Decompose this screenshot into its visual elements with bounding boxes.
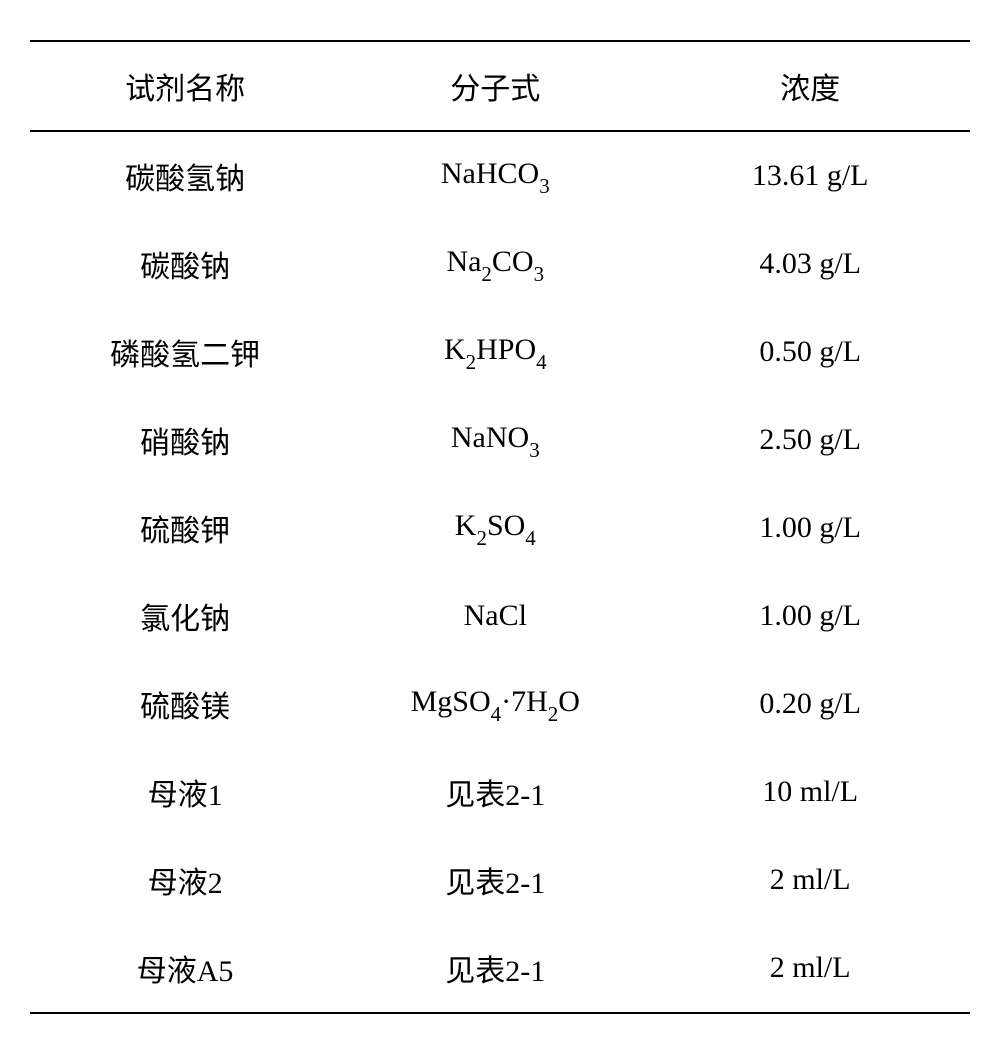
cell-concentration: 10 ml/L [650, 748, 970, 836]
table-header-row: 试剂名称 分子式 浓度 [30, 41, 970, 131]
cell-formula: NaCl [340, 572, 650, 660]
table-row: 母液2见表2-12 ml/L [30, 836, 970, 924]
table-row: 硝酸钠NaNO32.50 g/L [30, 396, 970, 484]
cell-concentration: 0.20 g/L [650, 660, 970, 748]
cell-concentration: 2.50 g/L [650, 396, 970, 484]
header-formula: 分子式 [340, 41, 650, 131]
cell-concentration: 4.03 g/L [650, 220, 970, 308]
cell-formula: NaHCO3 [340, 131, 650, 220]
cell-name: 硫酸镁 [30, 660, 340, 748]
table-row: 硫酸钾K2SO41.00 g/L [30, 484, 970, 572]
cell-concentration: 1.00 g/L [650, 572, 970, 660]
table-row: 硫酸镁MgSO4·7H2O0.20 g/L [30, 660, 970, 748]
cell-formula: MgSO4·7H2O [340, 660, 650, 748]
cell-formula: NaNO3 [340, 396, 650, 484]
cell-formula: 见表2-1 [340, 836, 650, 924]
cell-formula: 见表2-1 [340, 924, 650, 1013]
cell-name: 硫酸钾 [30, 484, 340, 572]
cell-concentration: 1.00 g/L [650, 484, 970, 572]
table-row: 氯化钠NaCl1.00 g/L [30, 572, 970, 660]
cell-concentration: 2 ml/L [650, 924, 970, 1013]
cell-formula: K2HPO4 [340, 308, 650, 396]
cell-formula: 见表2-1 [340, 748, 650, 836]
table-row: 母液1见表2-110 ml/L [30, 748, 970, 836]
cell-name: 母液2 [30, 836, 340, 924]
cell-formula: K2SO4 [340, 484, 650, 572]
cell-name: 磷酸氢二钾 [30, 308, 340, 396]
table-row: 磷酸氢二钾K2HPO40.50 g/L [30, 308, 970, 396]
cell-name: 氯化钠 [30, 572, 340, 660]
cell-name: 碳酸氢钠 [30, 131, 340, 220]
cell-concentration: 13.61 g/L [650, 131, 970, 220]
table-row: 母液A5见表2-12 ml/L [30, 924, 970, 1013]
cell-name: 母液1 [30, 748, 340, 836]
cell-concentration: 0.50 g/L [650, 308, 970, 396]
cell-formula: Na2CO3 [340, 220, 650, 308]
cell-name: 硝酸钠 [30, 396, 340, 484]
cell-name: 母液A5 [30, 924, 340, 1013]
header-name: 试剂名称 [30, 41, 340, 131]
table-row: 碳酸钠Na2CO34.03 g/L [30, 220, 970, 308]
reagent-table: 试剂名称 分子式 浓度 碳酸氢钠NaHCO313.61 g/L碳酸钠Na2CO3… [30, 40, 970, 1014]
cell-name: 碳酸钠 [30, 220, 340, 308]
header-concentration: 浓度 [650, 41, 970, 131]
cell-concentration: 2 ml/L [650, 836, 970, 924]
table-row: 碳酸氢钠NaHCO313.61 g/L [30, 131, 970, 220]
